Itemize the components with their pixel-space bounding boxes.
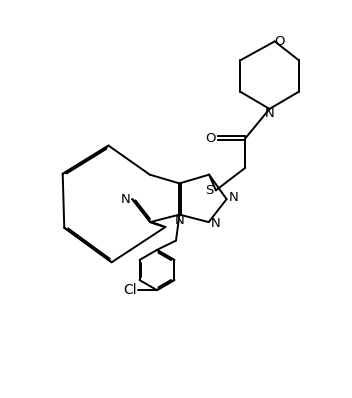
Text: N: N (175, 215, 184, 227)
Text: N: N (229, 191, 238, 204)
Text: Cl: Cl (124, 283, 137, 297)
Text: N: N (265, 107, 275, 119)
Text: N: N (211, 217, 220, 230)
Text: N: N (121, 193, 131, 206)
Text: O: O (206, 132, 216, 145)
Text: O: O (275, 35, 285, 48)
Text: S: S (206, 184, 214, 197)
